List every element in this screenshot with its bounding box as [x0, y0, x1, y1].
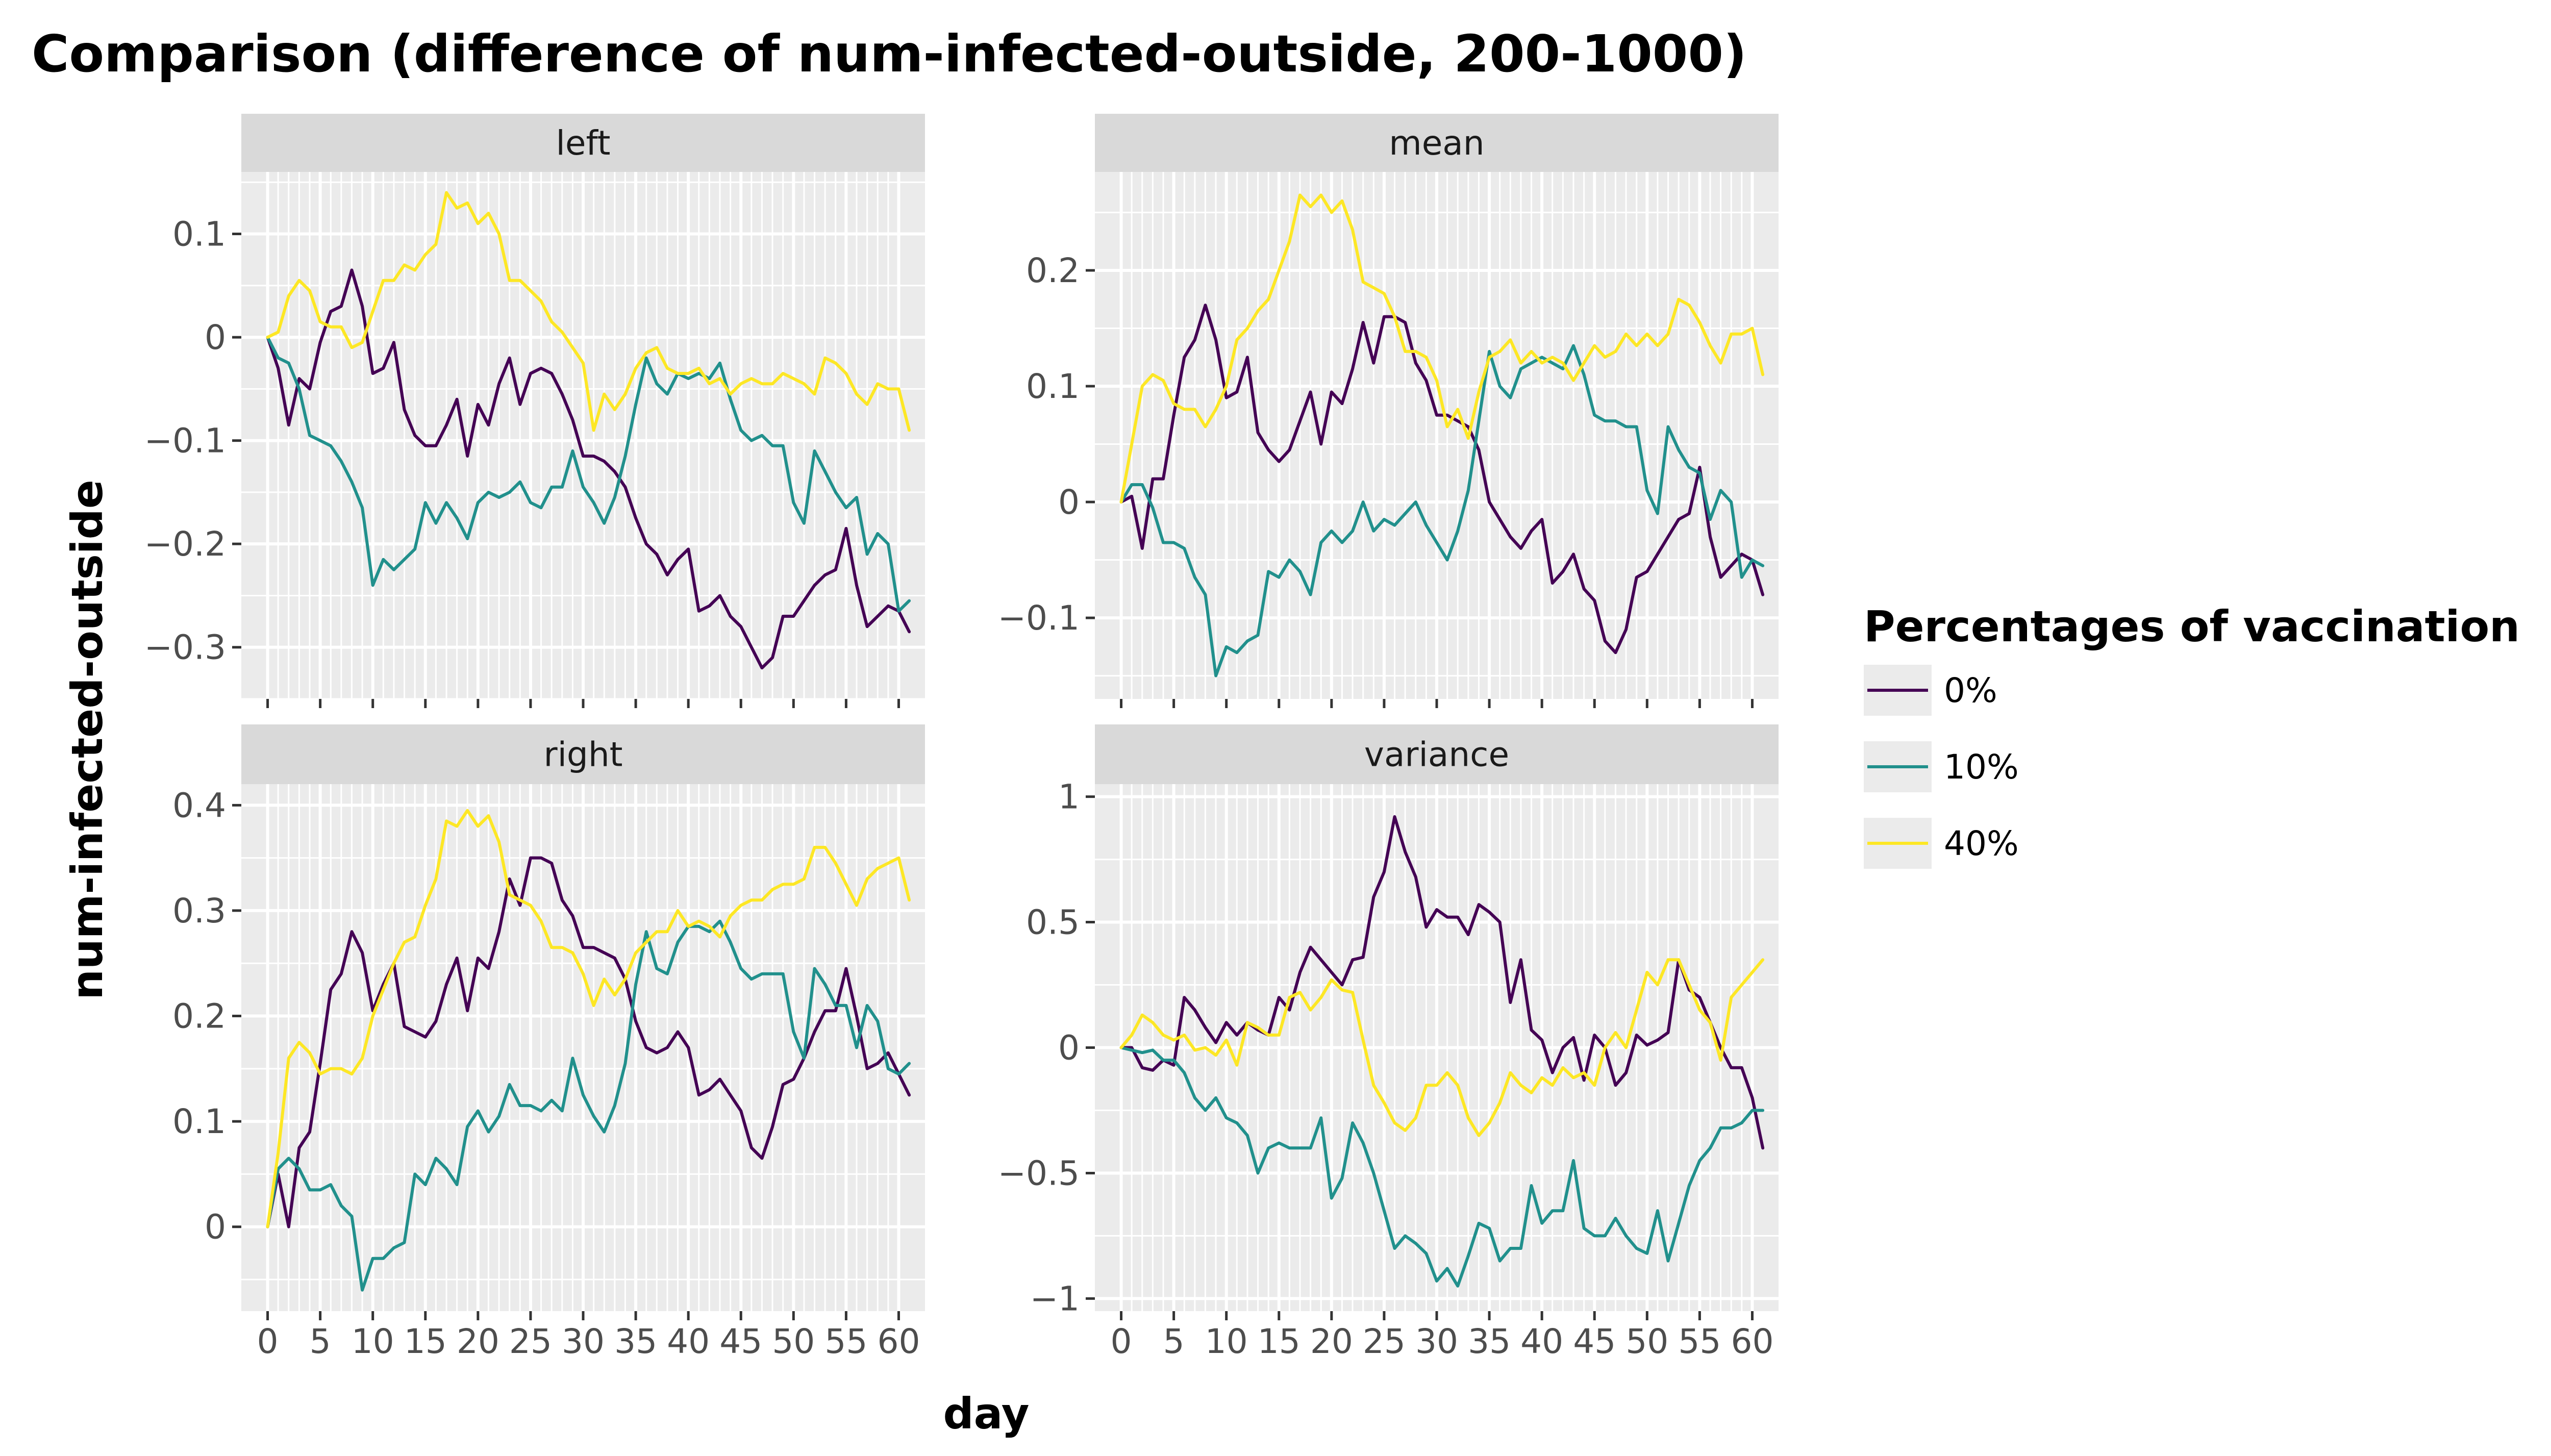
x-tick-label: 40: [667, 1322, 710, 1361]
strip-label: left: [556, 123, 611, 163]
y-tick-label: 0.5: [1026, 903, 1080, 942]
series-line-10pct: [1119, 344, 1765, 677]
x-tick-label: 40: [1520, 1322, 1563, 1361]
y-tick-label: 1: [1058, 777, 1080, 817]
chart-title: Comparison (difference of num-infected-o…: [32, 24, 1747, 84]
y-tick-label: 0: [205, 1208, 226, 1247]
strip-background: [241, 114, 925, 172]
y-tick-label: 0.2: [172, 997, 226, 1036]
series-line-40pct: [1119, 958, 1765, 1137]
series-line-0pct: [1119, 304, 1765, 655]
y-tick-label: −0.1: [998, 598, 1080, 638]
x-tick-label: 50: [772, 1322, 815, 1361]
series-line-40pct: [266, 809, 911, 1228]
y-tick-label: 0: [1058, 1028, 1080, 1068]
x-tick-label: 35: [1468, 1322, 1511, 1361]
x-tick-label: 35: [614, 1322, 657, 1361]
x-tick-label: 20: [1310, 1322, 1353, 1361]
series-line-10pct: [266, 919, 911, 1292]
y-tick-label: 0.1: [1026, 367, 1080, 406]
x-tick-label: 15: [1258, 1322, 1300, 1361]
legend-entry-2: 40%: [1864, 818, 2019, 869]
strip-label: right: [543, 735, 622, 774]
x-tick-label: 10: [352, 1322, 394, 1361]
y-tick-label: −0.1: [144, 421, 226, 461]
x-tick-label: 55: [824, 1322, 867, 1361]
strip-label: variance: [1364, 735, 1509, 774]
x-tick-label: 0: [257, 1322, 279, 1361]
legend-entry-1: 10%: [1864, 741, 2019, 792]
panel-mean: mean 0.2 0.1 0 −0.1: [998, 114, 1779, 708]
x-tick-label: 20: [457, 1322, 499, 1361]
legend-label-1: 10%: [1944, 747, 2019, 787]
panel-left: left 0.1 0 −0.1 −0.2 −0.3: [144, 114, 925, 708]
x-tick-label: 50: [1625, 1322, 1668, 1361]
x-tick-label: 45: [1573, 1322, 1616, 1361]
x-tick-label: 15: [404, 1322, 447, 1361]
y-tick-label: 0: [205, 318, 226, 357]
legend-label-2: 40%: [1944, 824, 2019, 863]
legend-entry-0: 0%: [1864, 665, 1997, 716]
y-axis-title: num-infected-outside: [62, 480, 112, 1000]
x-tick-label: 10: [1205, 1322, 1248, 1361]
series-line-10pct: [266, 336, 911, 613]
x-tick-label: 60: [877, 1322, 920, 1361]
legend-label-0: 0%: [1944, 671, 1997, 710]
series-line-40pct: [266, 191, 911, 432]
y-tick-label: −0.5: [998, 1153, 1080, 1193]
y-tick-label: −0.2: [144, 524, 226, 564]
y-tick-label: −0.3: [144, 628, 226, 667]
x-tick-label: 25: [1363, 1322, 1406, 1361]
x-tick-label: 45: [719, 1322, 762, 1361]
strip-background: [1095, 724, 1779, 784]
series-line-0pct: [1119, 815, 1765, 1150]
x-tick-label: 25: [509, 1322, 552, 1361]
x-axis-title: day: [943, 1389, 1030, 1439]
strip-background: [1095, 114, 1779, 172]
y-tick-label: 0.1: [172, 215, 226, 254]
x-tick-label: 55: [1678, 1322, 1721, 1361]
legend-title: Percentages of vaccination: [1864, 601, 2520, 651]
series-line-40pct: [1119, 193, 1765, 504]
x-tick-label: 30: [1415, 1322, 1458, 1361]
x-tick-label: 5: [1163, 1322, 1185, 1361]
y-tick-label: 0.4: [172, 786, 226, 825]
series-line-0pct: [266, 268, 911, 670]
x-tick-label: 5: [310, 1322, 331, 1361]
series-line-0pct: [266, 856, 911, 1228]
y-tick-label: 0.1: [172, 1102, 226, 1141]
x-tick-label: 30: [562, 1322, 605, 1361]
strip-label: mean: [1389, 123, 1484, 163]
series-line-10pct: [1119, 1046, 1765, 1288]
strip-background: [241, 724, 925, 784]
legend: Percentages of vaccination 0% 10% 40%: [1864, 601, 2520, 869]
x-tick-label: 60: [1731, 1322, 1773, 1361]
y-tick-label: 0.3: [172, 891, 226, 931]
x-tick-label: 0: [1111, 1322, 1132, 1361]
facet-panels: left 0.1 0 −0.1 −0.2 −0.3 mean 0.2 0.1 0 −0.1 right…: [144, 114, 1779, 1361]
y-tick-label: 0.2: [1026, 251, 1080, 290]
y-tick-label: −1: [1030, 1279, 1080, 1318]
y-tick-label: 0: [1058, 483, 1080, 522]
